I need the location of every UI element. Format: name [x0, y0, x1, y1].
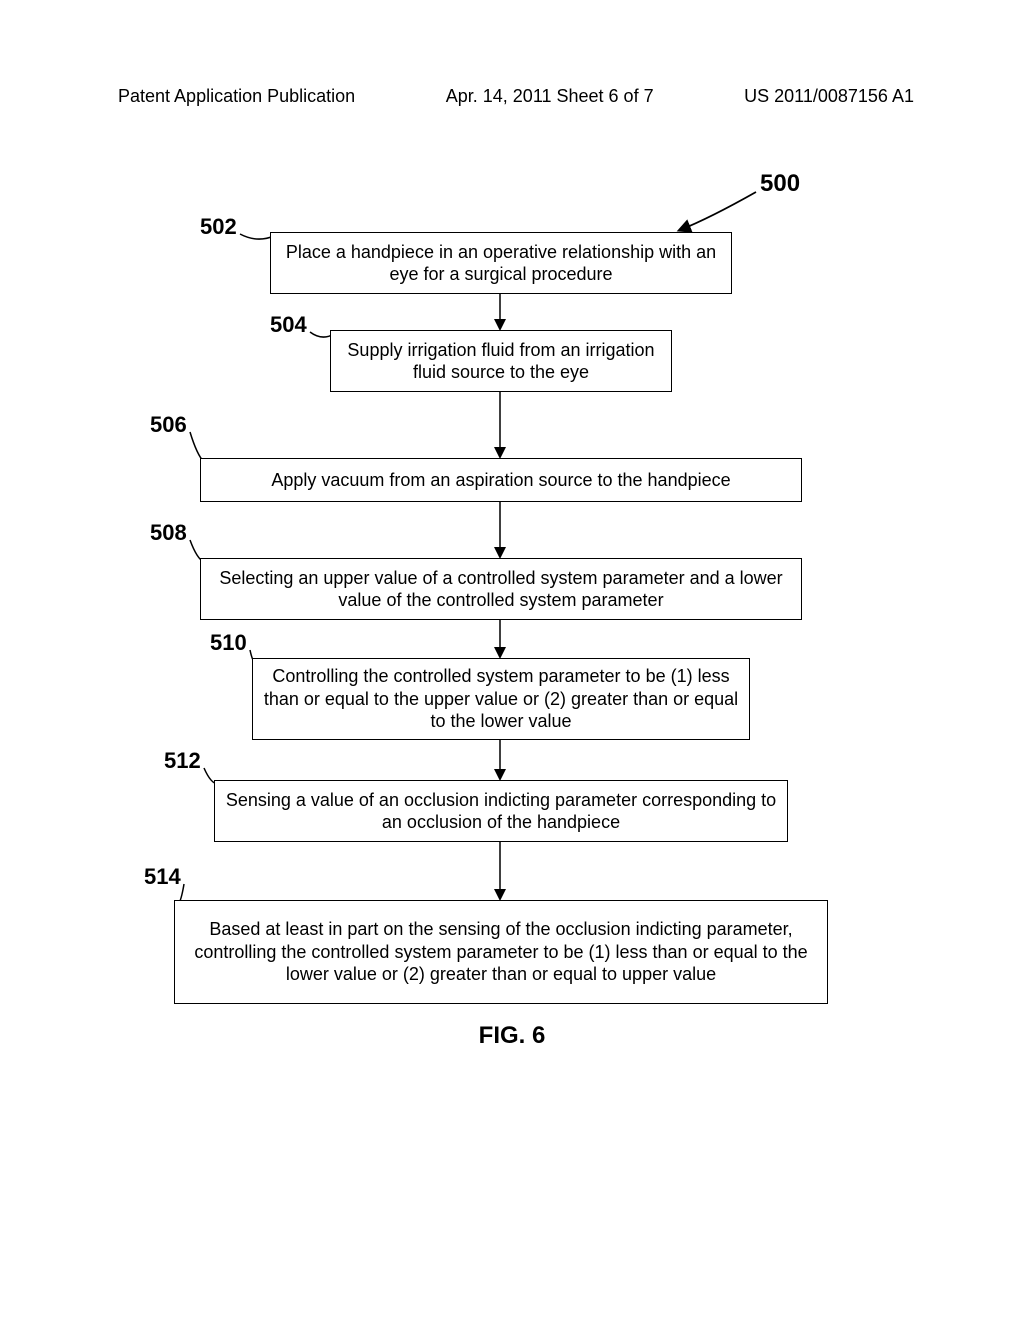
- flowchart-box: Selecting an upper value of a controlled…: [200, 558, 802, 620]
- flowchart-box-text: Selecting an upper value of a controlled…: [211, 567, 791, 612]
- ref-number: 508: [150, 520, 187, 546]
- figure-title: FIG. 6: [0, 1022, 1024, 1050]
- ref-number: 504: [270, 312, 307, 338]
- main-ref-number: 500: [760, 170, 800, 198]
- page-header: Patent Application Publication Apr. 14, …: [0, 86, 1024, 107]
- flowchart-diagram: Place a handpiece in an operative relati…: [0, 160, 1024, 1260]
- flowchart-box: Sensing a value of an occlusion indictin…: [214, 780, 788, 842]
- ref-number: 512: [164, 748, 201, 774]
- flowchart-box-text: Place a handpiece in an operative relati…: [281, 241, 721, 286]
- ref-number: 502: [200, 214, 237, 240]
- ref-number: 514: [144, 864, 181, 890]
- header-right: US 2011/0087156 A1: [744, 86, 914, 107]
- flowchart-box: Controlling the controlled system parame…: [252, 658, 750, 740]
- flowchart-box: Based at least in part on the sensing of…: [174, 900, 828, 1004]
- flowchart-box-text: Controlling the controlled system parame…: [263, 665, 739, 733]
- flowchart-box-text: Apply vacuum from an aspiration source t…: [211, 469, 791, 492]
- flowchart-box-text: Supply irrigation fluid from an irrigati…: [341, 339, 661, 384]
- ref-number: 506: [150, 412, 187, 438]
- flowchart-box: Apply vacuum from an aspiration source t…: [200, 458, 802, 502]
- header-left: Patent Application Publication: [118, 86, 355, 107]
- flowchart-box-text: Based at least in part on the sensing of…: [185, 918, 817, 986]
- ref-number: 510: [210, 630, 247, 656]
- header-center: Apr. 14, 2011 Sheet 6 of 7: [446, 86, 654, 107]
- flowchart-box: Place a handpiece in an operative relati…: [270, 232, 732, 294]
- flowchart-box: Supply irrigation fluid from an irrigati…: [330, 330, 672, 392]
- flowchart-box-text: Sensing a value of an occlusion indictin…: [225, 789, 777, 834]
